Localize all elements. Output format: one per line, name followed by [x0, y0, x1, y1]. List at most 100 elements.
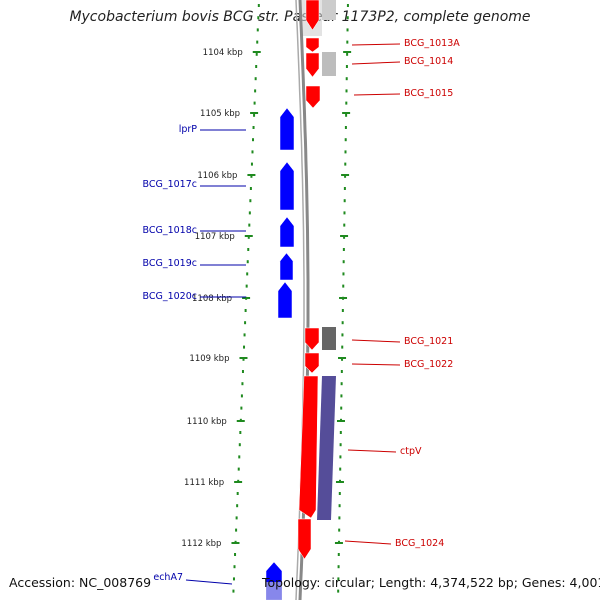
gene-arrow-forward [297, 518, 312, 560]
scale-label: 1106 kbp [197, 171, 237, 181]
reverse-strand-genes [265, 107, 295, 600]
tick-mark [343, 223, 346, 227]
gene-label-reverse: BCG_1017c [143, 179, 198, 190]
gene-label-forward: BCG_1013A [404, 38, 460, 49]
gene-arrow-forward [305, 37, 320, 53]
tick-mark [345, 89, 348, 93]
gene-label-reverse: echA7 [153, 572, 183, 583]
tick-mark [344, 126, 347, 129]
tick-mark [246, 260, 249, 264]
tick-mark [244, 321, 247, 325]
tick-mark [236, 504, 239, 508]
tick-mark [343, 187, 346, 190]
gene-label-reverse: BCG_1018c [143, 225, 198, 236]
tick-mark [340, 394, 343, 398]
shading-block [322, 0, 336, 20]
tick-mark [346, 4, 349, 7]
gene-arrow-forward [305, 52, 320, 78]
label-leader-line [351, 61, 401, 65]
scale-label: 1105 kbp [200, 109, 240, 119]
gene-arrow-reverse [279, 107, 295, 151]
tick-mark [256, 28, 259, 32]
tick-mark [249, 199, 252, 203]
major-tick [236, 420, 245, 422]
major-tick [334, 542, 343, 544]
tick-mark [341, 357, 344, 361]
tick-mark [238, 443, 241, 447]
gene-arrow-forward [304, 327, 320, 351]
tick-mark [338, 492, 341, 495]
gene-arrow-reverse [279, 161, 295, 211]
tick-mark [239, 431, 242, 434]
tick-mark [241, 370, 244, 373]
tick-mark [240, 394, 243, 398]
tick-mark [341, 345, 344, 349]
tick-mark [247, 248, 250, 251]
tick-mark [235, 516, 238, 520]
tick-mark [257, 16, 260, 20]
major-tick [252, 51, 261, 53]
tick-mark [346, 28, 349, 32]
major-tick [339, 297, 348, 299]
scale-label: 1108 kbp [192, 294, 232, 304]
scale-label: 1109 kbp [189, 354, 229, 364]
tick-mark [344, 174, 347, 178]
tick-mark [346, 16, 349, 20]
gene-arrow-forward [305, 0, 320, 31]
major-tick [336, 420, 345, 422]
shading-block [322, 52, 336, 76]
tick-mark [237, 467, 240, 471]
tick-mark [255, 65, 258, 68]
tick-mark [232, 577, 235, 581]
tick-mark [342, 272, 345, 276]
tick-mark [245, 284, 248, 288]
gene-label-forward: BCG_1021 [404, 336, 453, 347]
accession-label: Accession: NC_008769 [9, 575, 152, 590]
tick-mark [255, 52, 258, 56]
gene-arrow-forward [298, 375, 319, 519]
tick-mark [250, 162, 253, 166]
tick-mark [337, 577, 340, 581]
tick-mark [345, 113, 348, 117]
shading-block [322, 327, 336, 350]
tick-mark [232, 589, 235, 593]
tick-mark [345, 77, 348, 81]
major-tick [338, 357, 347, 359]
gene-label-forward: BCG_1024 [395, 538, 444, 549]
major-tick [239, 357, 248, 359]
gene-arrow-forward [304, 352, 320, 374]
tick-mark [235, 528, 238, 532]
scale-ticks-right [334, 4, 352, 593]
tick-mark [343, 211, 346, 215]
forward-strand-genes [297, 0, 336, 560]
tick-mark [257, 4, 260, 7]
major-tick [250, 112, 259, 114]
major-tick [231, 542, 240, 544]
tick-mark [243, 333, 246, 337]
shading-block [317, 376, 336, 520]
tick-mark [338, 516, 341, 520]
label-leader-line [351, 43, 401, 46]
tick-mark [250, 174, 253, 178]
major-tick [242, 297, 251, 299]
tick-mark [340, 370, 343, 373]
tick-mark [343, 235, 346, 239]
tick-mark [342, 284, 345, 288]
tick-mark [338, 528, 341, 532]
tick-mark [248, 223, 251, 227]
scale-label: 1110 kbp [187, 417, 227, 427]
major-tick [340, 235, 349, 237]
tick-mark [344, 162, 347, 166]
gene-label-forward: BCG_1015 [404, 88, 453, 99]
tick-mark [343, 199, 346, 203]
label-leader-line [351, 363, 401, 366]
scale-label: 1111 kbp [184, 478, 224, 488]
label-leader-line [351, 339, 401, 343]
gene-arrow-reverse [277, 281, 293, 319]
gene-arrow-forward [305, 85, 321, 109]
tick-mark [256, 40, 259, 44]
tick-mark [344, 150, 347, 154]
tick-mark [339, 443, 342, 447]
tick-mark [247, 235, 250, 239]
